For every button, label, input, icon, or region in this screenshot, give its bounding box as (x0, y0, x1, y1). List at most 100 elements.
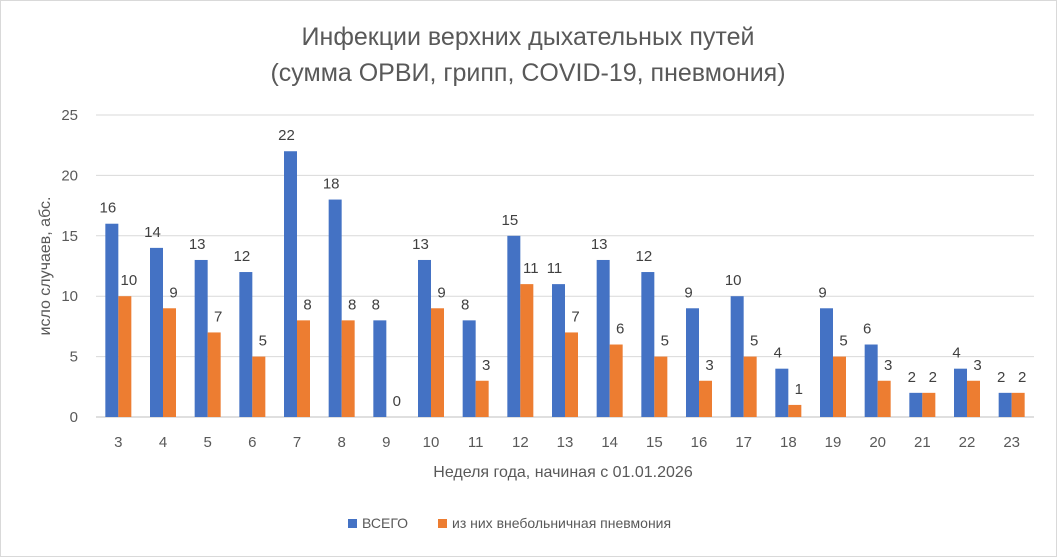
data-label-pneumonia: 5 (839, 333, 847, 350)
data-label-pneumonia: 3 (884, 357, 892, 374)
data-label-total: 12 (233, 248, 250, 265)
x-tick-label: 6 (248, 434, 256, 451)
bar-pneumonia (788, 404, 802, 417)
data-label-pneumonia: 9 (437, 284, 445, 301)
y-axis-label: исло случаев, абс. (37, 197, 54, 336)
bar-total (194, 259, 208, 417)
bar-total (864, 344, 878, 417)
bar-total (239, 272, 253, 417)
bar-pneumonia (207, 332, 221, 417)
x-axis-ticks: 3 4 5 6 7 8 9 10 11 12 13 14 15 16 17 18 19 20 21 22 23 (114, 434, 1020, 451)
data-label-pneumonia: 10 (120, 272, 137, 289)
legend: ВСЕГО из них внебольничная пневмония (348, 515, 671, 531)
bar-pneumonia (341, 320, 355, 417)
bar-total (373, 320, 387, 417)
x-tick-label: 20 (869, 434, 886, 451)
data-label-total: 22 (278, 127, 295, 144)
bars (105, 151, 1025, 418)
bar-pneumonia (877, 380, 891, 417)
bar-total (954, 368, 967, 417)
data-label-pneumonia: 11 (523, 260, 539, 277)
data-label-pneumonia: 7 (571, 308, 579, 325)
bar-pneumonia (654, 356, 668, 417)
data-label-total: 13 (412, 236, 429, 253)
x-tick-label: 23 (1003, 434, 1020, 451)
bar-pneumonia (475, 380, 489, 417)
data-label-pneumonia: 1 (795, 381, 803, 398)
x-tick-label: 11 (468, 434, 484, 451)
bar-total (909, 392, 923, 417)
data-label-total: 13 (189, 236, 206, 253)
bar-pneumonia (833, 356, 846, 417)
bar-pneumonia (1011, 392, 1025, 417)
bar-pneumonia (252, 356, 266, 417)
x-tick-label: 10 (423, 434, 440, 451)
chart-title-line2: (сумма ОРВИ, грипп, COVID-19, пневмония) (270, 59, 785, 87)
x-tick-label: 5 (203, 434, 211, 451)
bar-total (820, 308, 833, 417)
x-tick-label: 8 (337, 434, 345, 451)
bar-pneumonia (699, 380, 712, 417)
data-label-total: 2 (997, 369, 1005, 386)
data-label-total: 18 (323, 176, 340, 193)
data-label-total: 4 (952, 345, 960, 362)
bar-pneumonia (431, 308, 444, 417)
data-label-pneumonia: 2 (1018, 369, 1026, 386)
bar-total (284, 151, 297, 418)
bar-pneumonia (297, 320, 310, 417)
bar-total (328, 199, 342, 417)
bar-total (105, 223, 119, 417)
x-tick-label: 14 (601, 434, 618, 451)
y-axis-ticks: 0 5 10 15 20 25 (61, 107, 78, 426)
data-label-total: 4 (774, 345, 782, 362)
y-tick-label: 5 (70, 349, 78, 366)
bar-pneumonia (520, 284, 534, 417)
data-label-total: 6 (863, 321, 871, 338)
bar-total (507, 235, 521, 417)
x-tick-label: 12 (512, 434, 529, 451)
bar-pneumonia (163, 308, 176, 417)
y-tick-label: 15 (61, 228, 78, 245)
data-label-total: 11 (547, 260, 563, 277)
data-label-pneumonia: 2 (929, 369, 937, 386)
x-tick-label: 22 (959, 434, 976, 451)
data-label-total: 14 (144, 224, 161, 241)
bar-pneumonia (565, 332, 578, 417)
x-tick-label: 7 (293, 434, 301, 451)
data-label-total: 2 (908, 369, 916, 386)
data-label-pneumonia: 5 (259, 333, 267, 350)
x-tick-label: 15 (646, 434, 663, 451)
x-tick-label: 21 (914, 434, 931, 451)
data-label-pneumonia: 3 (705, 357, 713, 374)
legend-swatch-pneumonia (438, 519, 447, 528)
data-label-pneumonia: 8 (348, 296, 356, 313)
x-tick-label: 18 (780, 434, 797, 451)
data-label-pneumonia: 0 (393, 393, 401, 410)
data-label-pneumonia: 3 (482, 357, 490, 374)
x-tick-label: 16 (691, 434, 708, 451)
data-label-total: 16 (99, 200, 116, 217)
data-label-total: 9 (684, 284, 692, 301)
x-tick-label: 9 (382, 434, 390, 451)
x-tick-label: 4 (159, 434, 167, 451)
legend-label-total: ВСЕГО (362, 515, 408, 531)
bar-pneumonia (967, 380, 980, 417)
x-tick-label: 17 (735, 434, 752, 451)
bar-total (730, 296, 744, 417)
bar-pneumonia (743, 356, 757, 417)
data-label-total: 15 (501, 212, 518, 229)
x-axis-label: Неделя года, начиная с 01.01.2026 (433, 464, 693, 481)
bar-total (998, 392, 1012, 417)
legend-label-pneumonia: из них внебольничная пневмония (452, 515, 671, 531)
data-label-pneumonia: 9 (169, 284, 177, 301)
data-label-total: 8 (461, 296, 469, 313)
bar-total (552, 284, 565, 417)
data-label-pneumonia: 8 (303, 296, 311, 313)
data-label-total: 12 (635, 248, 652, 265)
x-tick-label: 3 (114, 434, 122, 451)
data-label-total: 10 (725, 272, 742, 289)
data-label-pneumonia: 5 (750, 333, 758, 350)
y-tick-label: 0 (70, 409, 78, 426)
